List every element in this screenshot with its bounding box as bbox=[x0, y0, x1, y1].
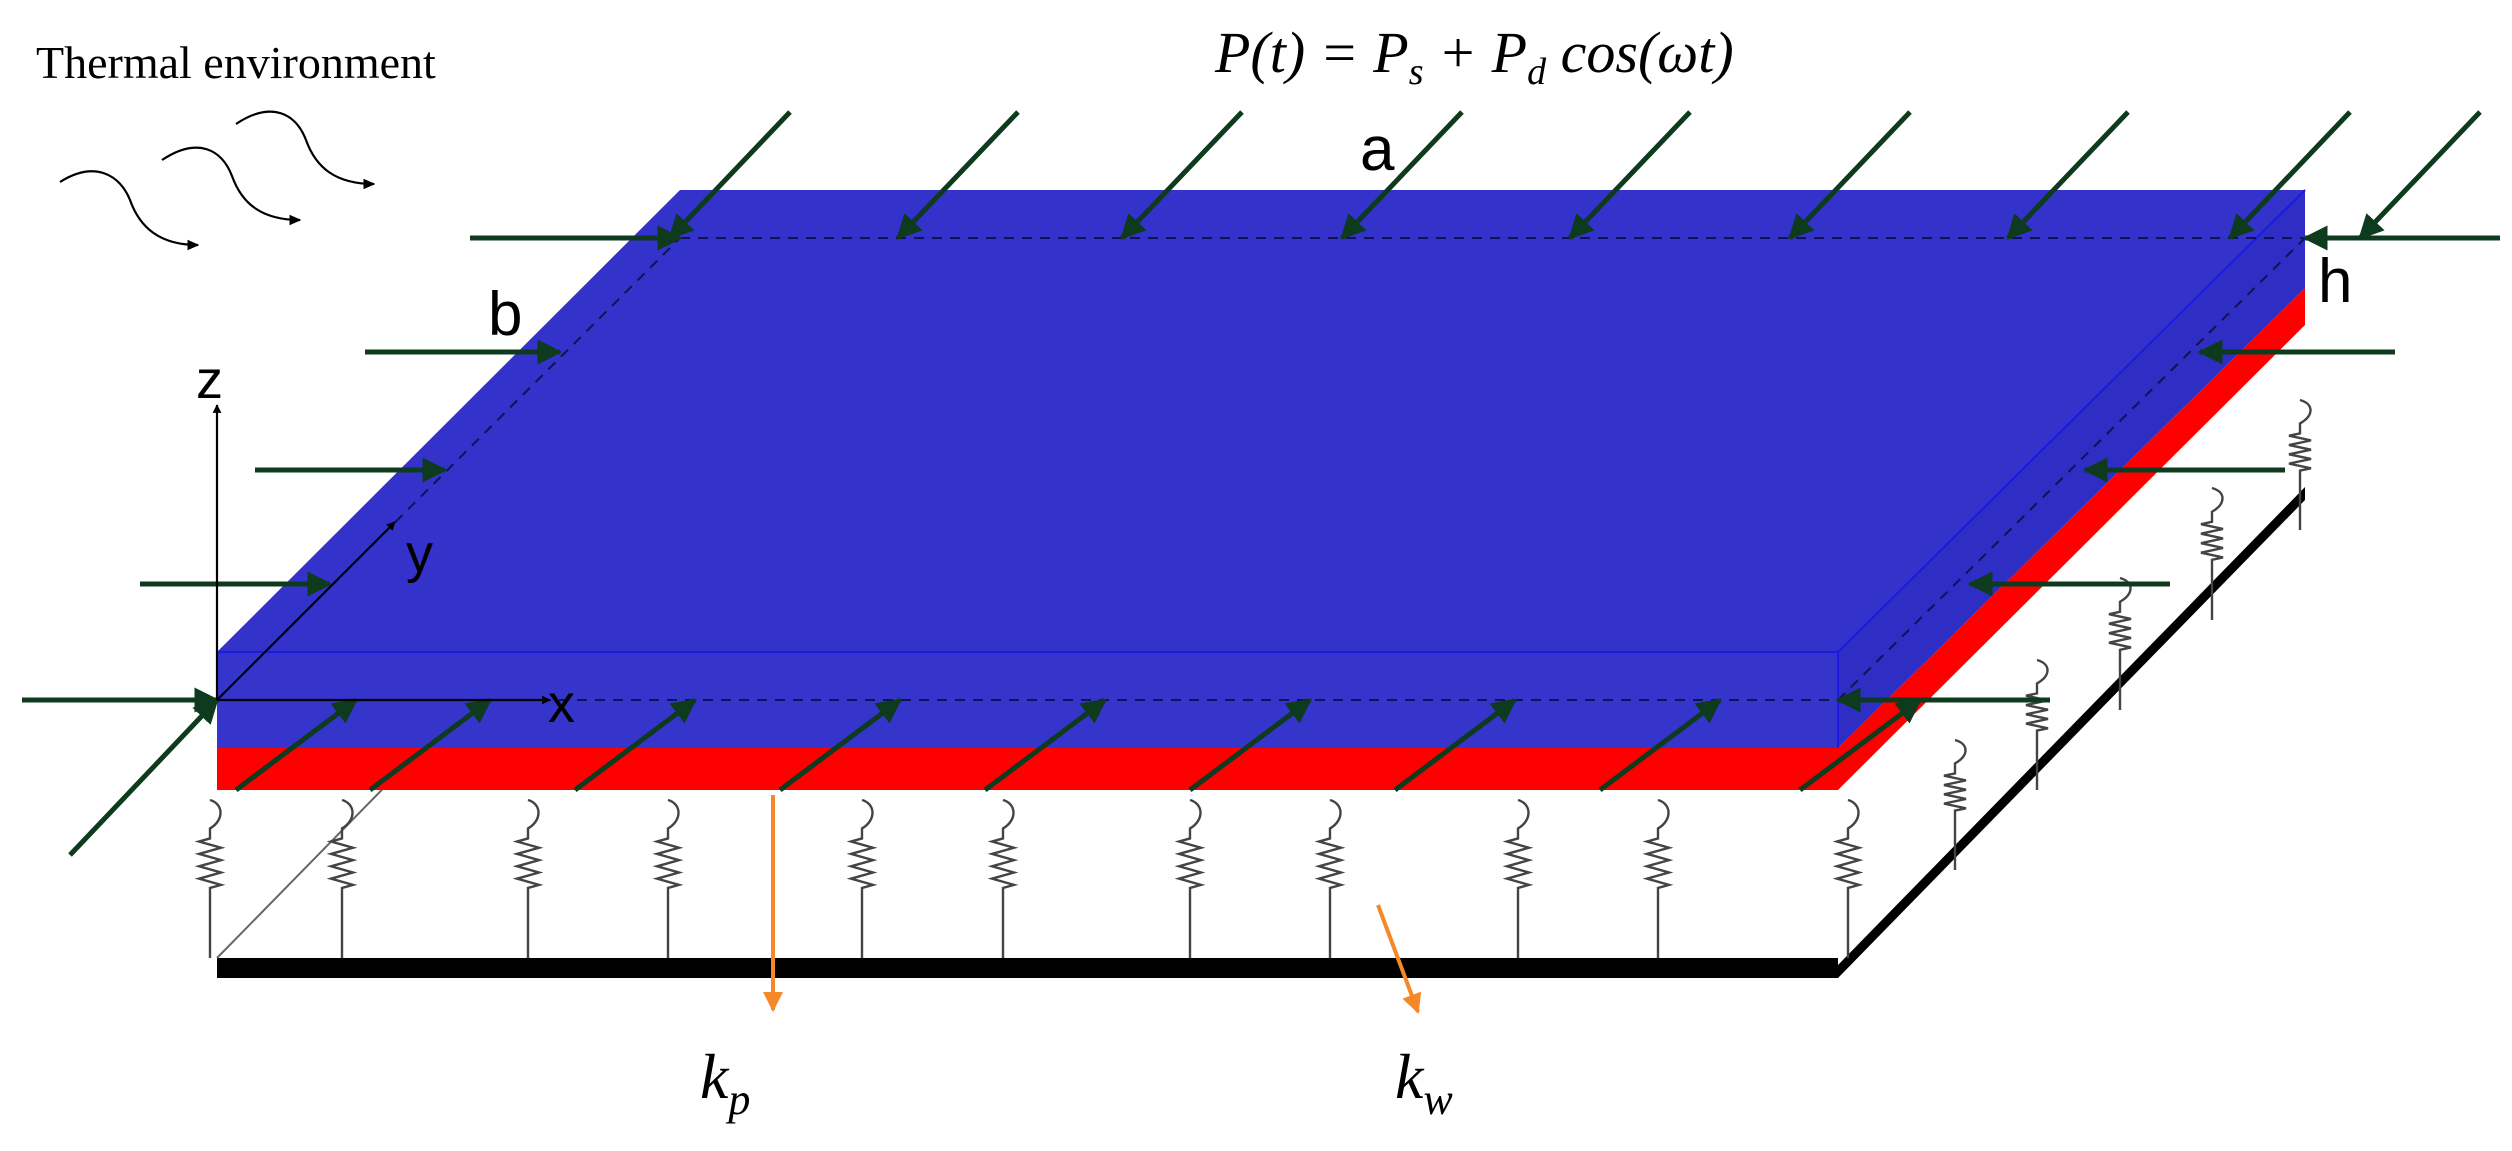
load-arrows bbox=[22, 110, 2500, 857]
foundation-base bbox=[217, 958, 1838, 978]
thermal-wave-3 bbox=[235, 110, 376, 190]
front-spring bbox=[846, 798, 878, 958]
midplane-right-dashed bbox=[1837, 237, 2306, 701]
front-spring bbox=[1832, 798, 1864, 958]
side-spring bbox=[2025, 658, 2049, 790]
front-spring bbox=[1502, 798, 1534, 958]
load-arrow bbox=[778, 698, 902, 792]
y-axis bbox=[216, 521, 396, 701]
load-eq-cos: cos(ωt) bbox=[1546, 20, 1734, 85]
width-b-label: b bbox=[488, 280, 522, 349]
kp-label: kp bbox=[700, 1041, 750, 1124]
front-spring bbox=[652, 798, 684, 958]
kw-subscript: w bbox=[1423, 1075, 1453, 1124]
load-arrow bbox=[1788, 110, 1912, 240]
load-eq-plus: + P bbox=[1424, 20, 1528, 85]
load-arrow bbox=[983, 698, 1107, 792]
length-a-label: a bbox=[1360, 115, 1395, 184]
load-arrow bbox=[1340, 110, 1464, 240]
load-arrow bbox=[1598, 698, 1722, 792]
x-axis-label: x bbox=[548, 674, 575, 734]
core-layer-front bbox=[217, 748, 1838, 790]
thermal-wave-2 bbox=[161, 146, 302, 226]
kp-symbol: k bbox=[700, 1041, 730, 1112]
front-spring bbox=[326, 798, 358, 958]
load-arrow bbox=[1120, 110, 1244, 240]
side-spring bbox=[2288, 398, 2312, 530]
core-layer-side bbox=[1838, 288, 2305, 790]
y-axis-label: y bbox=[406, 524, 433, 584]
kw-symbol: k bbox=[1395, 1041, 1425, 1112]
thickness-h-label: h bbox=[2318, 247, 2352, 316]
side-spring bbox=[1943, 738, 1967, 870]
z-axis-label: z bbox=[196, 350, 223, 410]
side-spring bbox=[2200, 486, 2224, 620]
front-springs bbox=[194, 798, 1864, 958]
load-arrow bbox=[668, 110, 792, 240]
load-arrow bbox=[1393, 698, 1517, 792]
front-spring bbox=[1642, 798, 1674, 958]
load-arrow bbox=[1568, 110, 1692, 240]
load-arrow bbox=[896, 110, 1020, 240]
plate-top-face bbox=[217, 190, 2305, 652]
load-arrow bbox=[2006, 110, 2130, 240]
load-arrow bbox=[1798, 698, 1922, 792]
load-eq-s-sub: s bbox=[1409, 51, 1424, 93]
thermal-environment-label: Thermal environment bbox=[36, 37, 436, 88]
kw-arrow bbox=[1376, 904, 1422, 1014]
load-equation: P(t) = Ps + Pd cos(ωt) bbox=[1214, 20, 1734, 93]
front-spring bbox=[1174, 798, 1206, 958]
front-spring bbox=[987, 798, 1019, 958]
load-arrow bbox=[234, 698, 358, 792]
load-arrow bbox=[1188, 698, 1312, 792]
kp-subscript: p bbox=[725, 1075, 750, 1124]
load-eq-d-sub: d bbox=[1527, 51, 1547, 93]
front-spring bbox=[194, 798, 226, 958]
load-eq-lhs: P(t) = P bbox=[1214, 20, 1409, 85]
load-arrow bbox=[2358, 110, 2482, 240]
kw-label: kw bbox=[1395, 1041, 1453, 1124]
front-spring bbox=[1314, 798, 1346, 958]
load-arrow bbox=[368, 698, 492, 792]
front-spring bbox=[512, 798, 544, 958]
load-arrow bbox=[68, 698, 219, 857]
thermal-wave-1 bbox=[59, 170, 200, 251]
load-arrow bbox=[573, 698, 697, 792]
load-arrow bbox=[2228, 110, 2352, 240]
